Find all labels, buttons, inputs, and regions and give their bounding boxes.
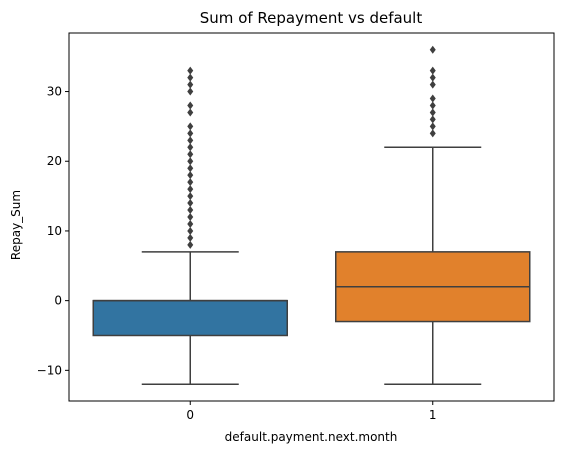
outlier-1-6 (429, 80, 436, 89)
outlier-0-8 (187, 185, 194, 194)
outlier-0-10 (187, 171, 194, 180)
outlier-0-3 (187, 219, 194, 228)
box-0 (92, 299, 288, 337)
outlier-1-1 (429, 122, 436, 131)
outlier-1-9 (429, 45, 436, 54)
outlier-1-3 (429, 108, 436, 117)
outlier-1-8 (429, 66, 436, 75)
outlier-0-5 (187, 206, 194, 215)
chart-title: Sum of Repayment vs default (200, 9, 423, 27)
x-tick-label: 1 (429, 408, 437, 422)
box-group-0 (92, 66, 288, 386)
outlier-0-17 (187, 122, 194, 131)
outlier-0-7 (187, 192, 194, 201)
axes: −10 0 10 20 30 0 1 (37, 32, 555, 422)
y-axis-label: Repay_Sum (9, 190, 23, 260)
outlier-0-16 (187, 129, 194, 138)
outlier-0-1 (187, 233, 194, 242)
outlier-1-7 (429, 73, 436, 82)
outlier-0-23 (187, 66, 194, 75)
outlier-0-11 (187, 164, 194, 173)
outlier-0-18 (187, 108, 194, 117)
outlier-0-14 (187, 143, 194, 152)
y-tick-label: 30 (47, 85, 62, 99)
outlier-1-0 (429, 129, 436, 138)
outlier-0-9 (187, 178, 194, 187)
outlier-0-19 (187, 101, 194, 110)
y-tick-label: −10 (37, 363, 62, 377)
outlier-0-2 (187, 226, 194, 235)
y-tick-label: 0 (54, 294, 62, 308)
y-tick-label: 10 (47, 224, 62, 238)
outlier-0-22 (187, 73, 194, 82)
axes-frame (68, 32, 555, 402)
y-tick-label: 20 (47, 154, 62, 168)
x-axis-label: default.payment.next.month (225, 430, 398, 444)
outlier-1-2 (429, 115, 436, 124)
outlier-0-6 (187, 199, 194, 208)
plot-area (92, 45, 531, 386)
outlier-1-5 (429, 94, 436, 103)
outlier-0-13 (187, 150, 194, 159)
box-group-1 (335, 45, 531, 386)
outlier-0-21 (187, 80, 194, 89)
x-tick-label: 0 (186, 408, 194, 422)
outlier-0-0 (187, 240, 194, 249)
outlier-1-4 (429, 101, 436, 110)
outlier-0-12 (187, 157, 194, 166)
outlier-0-20 (187, 87, 194, 96)
outlier-0-4 (187, 213, 194, 221)
outlier-0-15 (187, 136, 194, 145)
